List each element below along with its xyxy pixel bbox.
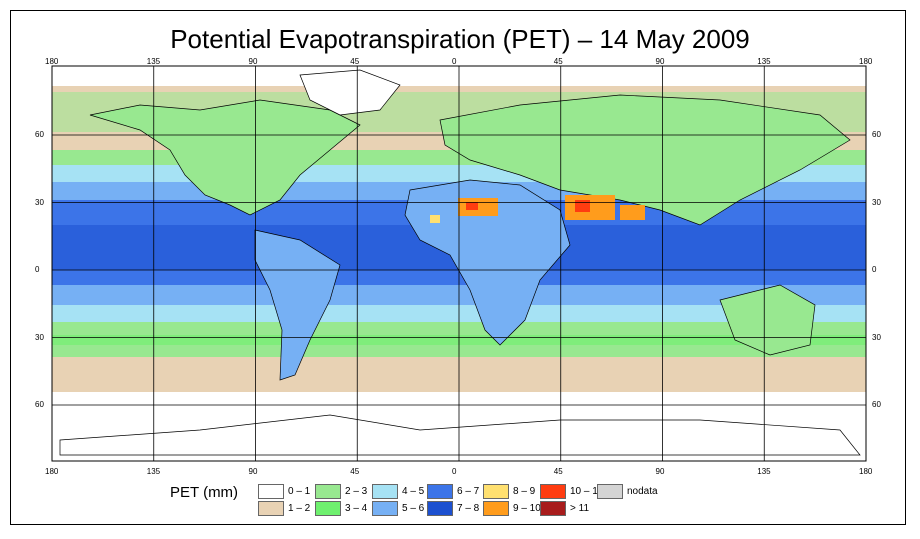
legend-swatch	[258, 484, 284, 499]
africa-outline	[404, 179, 571, 346]
bottom-tick-label: 0	[452, 467, 457, 476]
legend-range-label: 4 – 5	[402, 486, 425, 497]
hotspot-sahara-core	[466, 202, 478, 210]
hotspot-india	[620, 205, 645, 220]
bottom-tick-label: 90	[655, 467, 665, 476]
top-tick-label: 180	[45, 57, 59, 66]
legend-swatch	[483, 484, 509, 499]
legend-range-label: > 11	[570, 503, 589, 514]
eurasia-outline	[439, 94, 851, 226]
right-tick-label: 30	[872, 197, 881, 207]
legend-swatch	[372, 501, 398, 516]
left-tick-label: 0	[35, 265, 40, 274]
bottom-tick-label: 45	[350, 467, 360, 476]
legend-range-label: 2 – 3	[345, 486, 368, 497]
top-tick-label: 45	[350, 57, 360, 66]
legend-swatch	[540, 501, 566, 516]
left-tick-label: 30	[35, 197, 44, 207]
top-tick-label: 135	[146, 57, 161, 66]
legend-swatch	[483, 501, 509, 516]
left-tick-label: 60	[35, 130, 44, 139]
north-america-outline	[89, 99, 361, 216]
legend-range-label: 6 – 7	[457, 486, 480, 497]
top-tick-label: 135	[757, 57, 771, 66]
legend-range-label: 1 – 2	[288, 503, 311, 514]
bottom-tick-label: 90	[248, 467, 258, 476]
south-america-outline	[254, 229, 341, 381]
graticule	[52, 66, 866, 461]
bottom-tick-label: 135	[757, 467, 771, 476]
left-tick-label: 60	[35, 400, 44, 409]
bottom-tick-label: 45	[553, 467, 563, 476]
top-tick-label: 90	[248, 57, 258, 66]
top-tick-label: 180	[859, 57, 873, 66]
legend-range-label: 5 – 6	[402, 503, 425, 514]
top-tick-label: 90	[655, 57, 665, 66]
bottom-tick-label: 180	[45, 467, 59, 476]
legend-swatch	[372, 484, 398, 499]
legend-swatch	[315, 484, 341, 499]
legend-range-label: 0 – 1	[288, 486, 311, 497]
hotspot-arabia-core	[575, 200, 590, 212]
right-tick-label: 60	[872, 130, 881, 139]
legend-swatch	[315, 501, 341, 516]
legend-swatch	[427, 501, 453, 516]
right-tick-label: 30	[872, 332, 881, 342]
hotspot-west-africa	[430, 215, 440, 223]
left-tick-label: 30	[35, 332, 44, 342]
bottom-tick-label: 135	[146, 467, 161, 476]
greenland-outline	[299, 69, 401, 116]
right-tick-label: 0	[872, 265, 877, 274]
legend-range-label: 3 – 4	[345, 503, 368, 514]
legend-swatch	[597, 484, 623, 499]
legend-range-label: 10 – 11	[570, 486, 603, 497]
legend-range-label: 7 – 8	[457, 503, 480, 514]
legend-swatch	[427, 484, 453, 499]
map-border	[51, 65, 867, 462]
legend-range-label: 8 – 9	[513, 486, 536, 497]
map-title: Potential Evapotranspiration (PET) – 14 …	[170, 24, 750, 54]
antarctica-outline	[59, 414, 861, 456]
top-tick-label: 45	[553, 57, 563, 66]
legend-range-label: nodata	[627, 486, 658, 497]
top-tick-label: 0	[452, 57, 457, 66]
legend-title: PET (mm)	[170, 484, 239, 501]
legend-range-label: 9 – 10	[513, 503, 541, 514]
bottom-tick-label: 180	[859, 467, 873, 476]
right-tick-label: 60	[872, 400, 881, 409]
legend-swatch	[258, 501, 284, 516]
figure-frame	[10, 10, 906, 525]
legend-swatch	[540, 484, 566, 499]
